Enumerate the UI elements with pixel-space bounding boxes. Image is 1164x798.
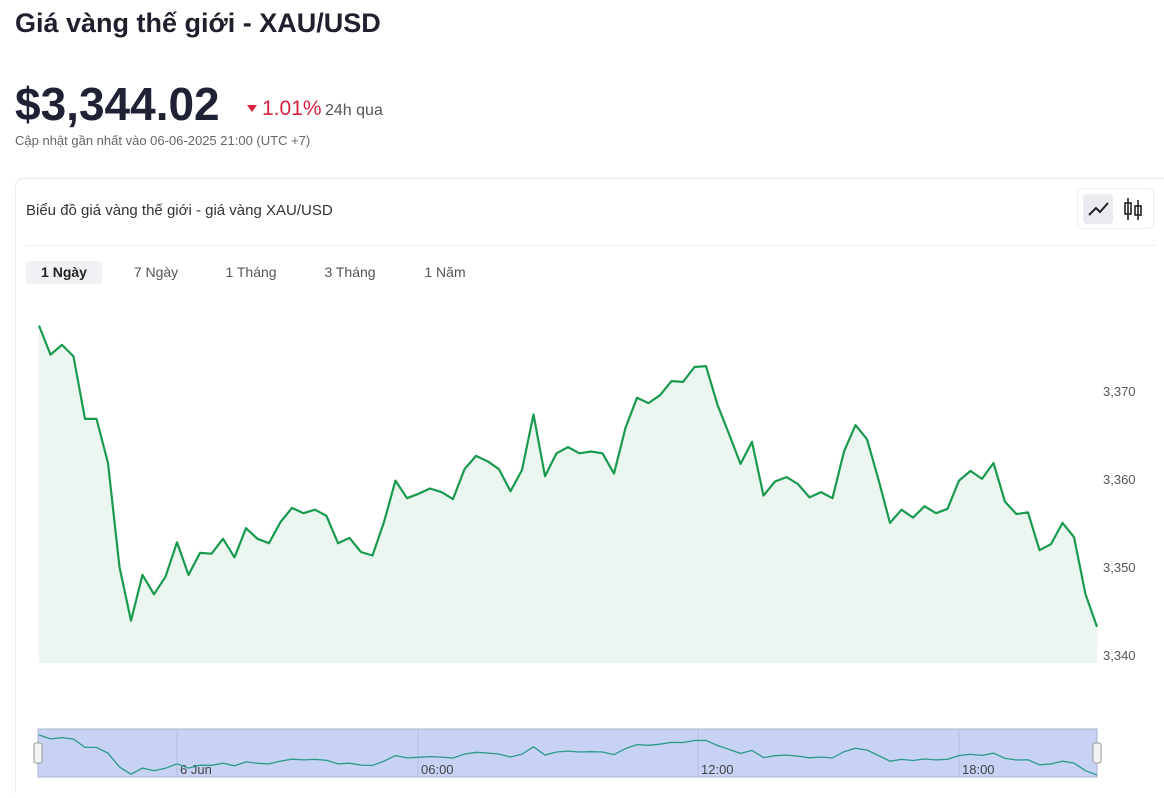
time-range-tab[interactable]: 1 Ngày — [26, 261, 102, 284]
tab-label: 3 Tháng — [324, 264, 375, 280]
line-chart-button[interactable] — [1083, 194, 1113, 224]
y-tick-label: 3,370 — [1103, 384, 1136, 399]
time-range-tab[interactable]: 1 Tháng — [225, 264, 276, 280]
down-arrow — [247, 105, 257, 112]
navigator-label: 06:00 — [421, 762, 454, 777]
time-range-tab[interactable]: 3 Tháng — [324, 264, 375, 280]
tab-label: 1 Năm — [424, 264, 465, 280]
price-change: 1.01% — [262, 97, 322, 120]
y-tick-label: 3,360 — [1103, 472, 1136, 487]
time-range-tab[interactable]: 1 Năm — [424, 264, 465, 280]
navigator-label: 6 Jun — [180, 762, 212, 777]
price: $3,344.02 — [15, 78, 220, 130]
navigator-handle[interactable] — [1093, 743, 1101, 763]
navigator-label: 18:00 — [962, 762, 995, 777]
tab-label: 1 Tháng — [225, 264, 276, 280]
navigator-label: 12:00 — [701, 762, 734, 777]
tab-label: 1 Ngày — [41, 264, 87, 280]
y-tick-label: 3,350 — [1103, 560, 1136, 575]
navigator-handle[interactable] — [34, 743, 42, 763]
change-period: 24h qua — [325, 102, 383, 119]
updated-time: Cập nhật gần nhất vào 06-06-2025 21:00 (… — [15, 133, 310, 148]
time-range-tab[interactable]: 7 Ngày — [134, 264, 178, 280]
page-title: Giá vàng thế giới - XAU/USD — [15, 8, 381, 38]
y-tick-label: 3,340 — [1103, 648, 1136, 663]
tab-label: 7 Ngày — [134, 264, 178, 280]
card-title: Biểu đồ giá vàng thế giới - giá vàng XAU… — [26, 202, 333, 219]
